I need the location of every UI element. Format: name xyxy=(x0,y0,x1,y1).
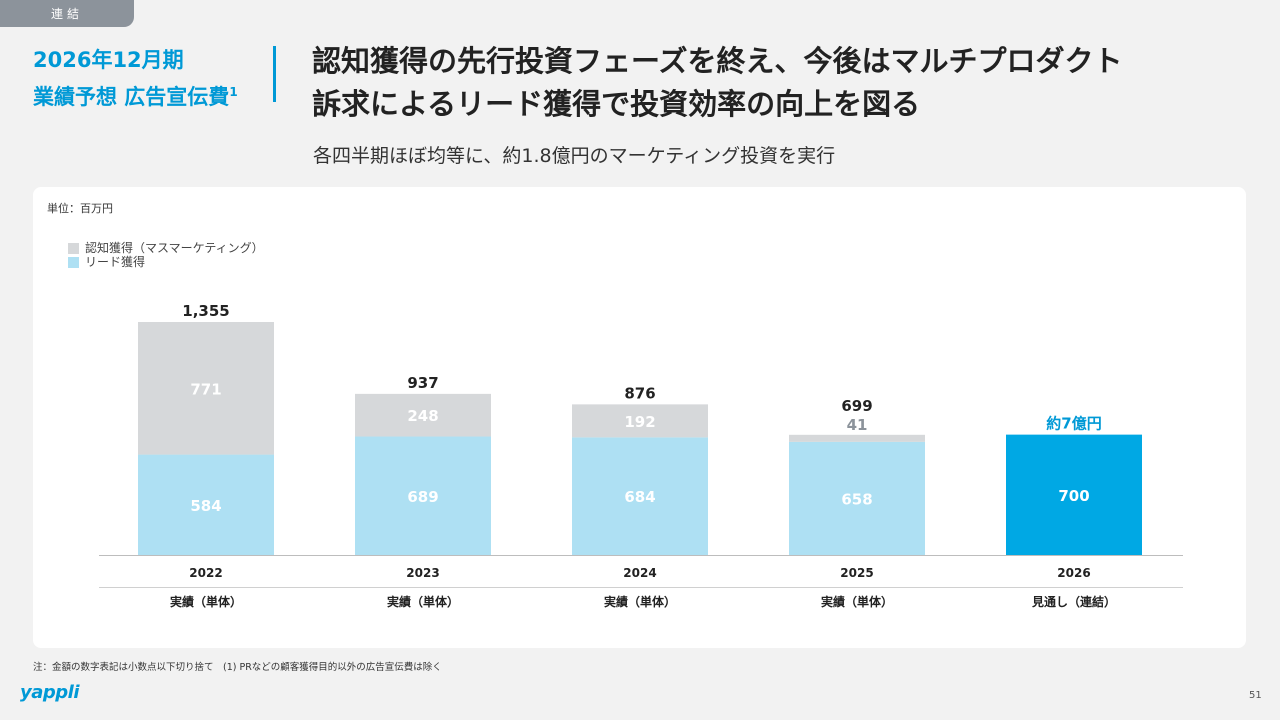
section-title-line1: 2026年12月期 xyxy=(33,48,184,72)
title-divider xyxy=(273,46,276,102)
total-label-2025: 699 xyxy=(841,397,872,415)
bar-awareness-2024 xyxy=(572,404,708,438)
section-title-line2: 業績予想 広告宣伝費 xyxy=(33,85,230,109)
section-title: 2026年12月期 業績予想 広告宣伝費1 xyxy=(33,44,238,113)
category-label-2022: 2022 xyxy=(189,566,222,580)
total-label-2022: 1,355 xyxy=(182,302,229,320)
category-label-2023: 2023 xyxy=(406,566,439,580)
category-label-2026: 2026 xyxy=(1057,566,1090,580)
unit-label: 単位：百万円 xyxy=(47,202,113,215)
value-label-lead-2024: 684 xyxy=(624,488,655,506)
value-label-lead-2026: 700 xyxy=(1058,487,1089,505)
total-label-2026: 約7億円 xyxy=(1046,415,1101,433)
bar-lead-2022 xyxy=(138,454,274,555)
value-label-awareness-2025: 41 xyxy=(847,416,868,434)
category-label-2024: 2024 xyxy=(623,566,656,580)
legend-swatch-awareness xyxy=(68,242,79,254)
consolidated-tag: 連結 xyxy=(0,0,134,27)
bar-lead-2026 xyxy=(1006,434,1142,555)
category-sublabel-2026: 見通し（連結） xyxy=(1031,594,1116,609)
subheadline: 各四半期ほぼ均等に、約1.8億円のマーケティング投資を実行 xyxy=(313,145,836,167)
category-sublabel-2024: 実績（単体） xyxy=(604,594,676,609)
value-label-awareness-2023: 248 xyxy=(407,407,438,425)
value-label-lead-2022: 584 xyxy=(190,497,221,515)
legend-item-lead: リード獲得 xyxy=(68,255,264,269)
total-label-2023: 937 xyxy=(407,374,438,392)
headline: 認知獲得の先行投資フェーズを終え、今後はマルチプロダクト 訴求によるリード獲得で… xyxy=(312,40,1123,126)
page-number: 51 xyxy=(1249,690,1262,701)
bar-awareness-2025 xyxy=(789,434,925,442)
category-sublabel-2022: 実績（単体） xyxy=(170,594,242,609)
headline-line2: 訴求によるリード獲得で投資効率の向上を図る xyxy=(312,87,921,121)
category-sublabel-2025: 実績（単体） xyxy=(821,594,893,609)
value-label-awareness-2024: 192 xyxy=(624,413,655,431)
footnote-marker: 1 xyxy=(229,85,238,99)
bar-lead-2023 xyxy=(355,436,491,555)
value-label-lead-2025: 658 xyxy=(841,490,872,508)
category-label-2025: 2025 xyxy=(840,566,873,580)
category-sublabel-2023: 実績（単体） xyxy=(387,594,459,609)
yappli-logo: yappli xyxy=(20,682,80,703)
headline-line1: 認知獲得の先行投資フェーズを終え、今後はマルチプロダクト xyxy=(312,44,1123,78)
legend-item-awareness: 認知獲得（マスマーケティング） xyxy=(68,241,264,255)
bar-lead-2024 xyxy=(572,437,708,555)
value-label-lead-2023: 689 xyxy=(407,488,438,506)
total-label-2024: 876 xyxy=(624,384,655,402)
value-label-awareness-2022: 771 xyxy=(190,380,221,398)
legend: 認知獲得（マスマーケティング） リード獲得 xyxy=(68,241,264,269)
legend-label-lead: リード獲得 xyxy=(85,255,146,269)
bar-awareness-2022 xyxy=(138,322,274,455)
legend-label-awareness: 認知獲得（マスマーケティング） xyxy=(85,241,264,255)
bar-lead-2025 xyxy=(789,441,925,555)
footnote: 注：金額の数字表記は小数点以下切り捨て (1) PRなどの顧客獲得目的以外の広告… xyxy=(33,662,442,673)
legend-swatch-lead xyxy=(68,256,79,268)
bar-awareness-2023 xyxy=(355,393,491,437)
